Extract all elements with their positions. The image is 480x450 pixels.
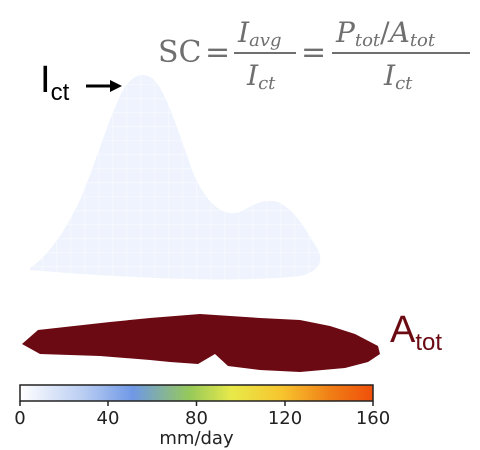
- i-ct-symbol: Ict: [246, 59, 276, 94]
- i-ct-symbol: Ict: [383, 59, 413, 94]
- fraction-bar: [234, 52, 296, 54]
- precipitation-surface: [30, 74, 321, 280]
- sc-equation: SC = Iavg Ict = Ptot/Atot Ict: [158, 16, 470, 94]
- colorbar-title: mm/day: [159, 428, 234, 449]
- surface-mesh-bands: [30, 74, 321, 280]
- equals-sign: =: [205, 35, 230, 70]
- footprint-area: [22, 314, 380, 372]
- colorbar-tick-label: 0: [14, 408, 25, 429]
- colorbar-tick-label: 120: [268, 408, 302, 429]
- equals-sign: =: [301, 35, 326, 70]
- colorbar: 0 40 80 120 160 mm/day: [14, 384, 390, 449]
- fraction-bar: [332, 52, 470, 54]
- p-tot-over-a-tot: Ptot/Atot: [335, 16, 436, 51]
- colorbar-gradient: [19, 384, 374, 402]
- i-avg-symbol: Iavg: [237, 16, 282, 51]
- sc-symbol: SC: [158, 35, 202, 70]
- peak-intensity-label: Ict: [40, 59, 70, 106]
- colorbar-ticks: [19, 401, 374, 406]
- right-arrow-icon: [86, 80, 122, 92]
- total-area-label: Atot: [390, 309, 442, 356]
- colorbar-tick-label: 80: [185, 408, 208, 429]
- colorbar-tick-label: 40: [97, 408, 120, 429]
- colorbar-tick-label: 160: [356, 408, 390, 429]
